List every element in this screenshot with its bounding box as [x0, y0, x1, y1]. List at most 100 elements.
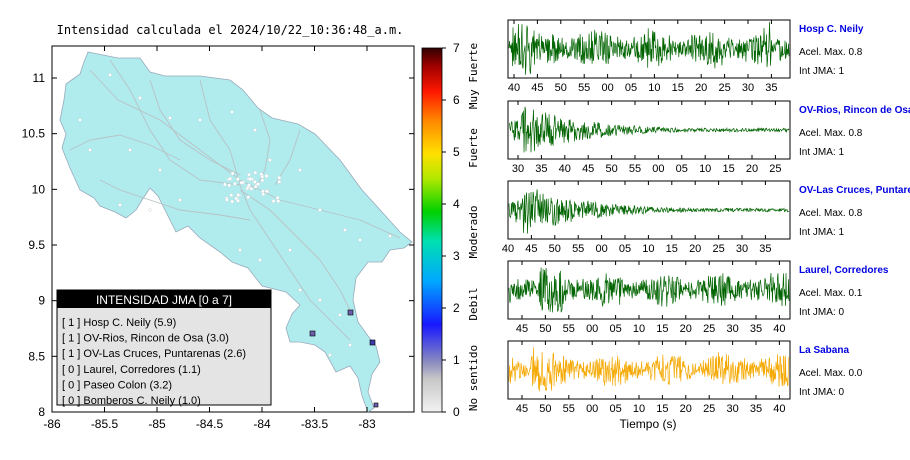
waveform-tick-label: 50	[549, 243, 561, 255]
waveform-tick-label: 25	[703, 403, 715, 415]
waveform-tick-label: 55	[629, 163, 641, 175]
waveform-tick-label: 25	[718, 82, 730, 94]
waveform-trace	[508, 106, 790, 153]
town-dot	[253, 170, 258, 175]
town-dot	[277, 179, 282, 184]
town-dot	[239, 180, 244, 185]
legend-header-bar	[57, 290, 271, 308]
waveform-tick-label: 05	[625, 82, 637, 94]
station-marker-ov-rios	[309, 330, 316, 337]
town-dot	[227, 183, 232, 188]
waveform-tick-label: 00	[595, 243, 607, 255]
town-dot	[348, 343, 352, 347]
town-dot	[198, 118, 202, 122]
map-x-tick-label: -86	[43, 417, 61, 431]
town-dot	[260, 178, 265, 183]
legend-item: [ 0 ] Paseo Colon (3.2)	[62, 379, 172, 391]
town-dot	[247, 183, 251, 188]
station-panel: 45 50 55 00 05 10 15 20 25 30 35 40 Laurel, Corredor…	[507, 260, 889, 335]
town-dot	[260, 174, 265, 179]
town-dot	[247, 172, 251, 177]
map-y-tick-label: 10	[32, 182, 46, 196]
costa-rica-land	[59, 51, 413, 413]
town-dot	[261, 192, 266, 197]
map-x-tick-label: -84.5	[196, 417, 224, 431]
town-dot	[148, 208, 152, 212]
town-dot	[318, 298, 322, 302]
legend-item: [ 1 ] OV-Las Cruces, Puntarenas (2.6)	[62, 348, 246, 360]
town-dot	[108, 73, 112, 77]
waveform-tick-label: 20	[695, 82, 707, 94]
colorbar-tick-label: 0	[453, 405, 460, 419]
town-dot	[264, 174, 269, 178]
town-dot	[236, 193, 241, 197]
station-acel-max: Acel. Max. 0.8	[799, 208, 863, 219]
waveform-tick-label: 15	[656, 323, 668, 335]
waveform-trace	[508, 21, 790, 75]
station-int-jma: Int JMA: 1	[799, 66, 844, 77]
waveform-tick-label: 50	[605, 163, 617, 175]
station-name: Laurel, Corredores	[799, 265, 889, 276]
waveform-tick-label: 45	[516, 403, 528, 415]
town-dot	[253, 184, 258, 189]
waveform-tick-label: 30	[512, 163, 524, 175]
colorbar-label-debil: Debil	[467, 287, 480, 320]
waveform-trace	[508, 267, 790, 313]
town-dot	[318, 208, 322, 212]
legend-header: INTENSIDAD JMA [0 a 7]	[96, 293, 232, 307]
waveform-tick-label: 00	[652, 163, 664, 175]
waveform-tick-label: 25	[712, 243, 724, 255]
town-dot	[248, 177, 253, 182]
station-panel: 40 45 50 55 00 05 10 15 20 25 30 35 OV-Las Cruces, P…	[502, 180, 910, 255]
town-dot	[252, 179, 257, 184]
town-dot	[138, 96, 142, 100]
intensity-legend: INTENSIDAD JMA [0 a 7] [ 1 ] Hosp C. Nei…	[56, 289, 272, 407]
map-x-axis: -86 -85.5 -85 -84.5 -84 -83.5 -83	[43, 46, 376, 431]
town-dot	[271, 199, 276, 204]
station-int-jma: Int JMA: 1	[799, 227, 844, 238]
town-dot	[78, 118, 82, 122]
station-acel-max: Acel. Max. 0.8	[799, 47, 863, 58]
town-dot	[178, 198, 182, 202]
town-dot	[249, 186, 254, 191]
town-dot	[232, 181, 237, 186]
legend-item: [ 0 ] Laurel, Corredores (1.1)	[62, 364, 201, 376]
colorbar-tick-label: 2	[453, 301, 460, 315]
waveform-tick-label: 20	[689, 243, 701, 255]
colorbar-label-muy-fuerte: Muy Fuerte	[467, 43, 480, 109]
map-y-tick-label: 8	[38, 405, 45, 419]
map-y-tick-label: 9.5	[28, 238, 45, 252]
waveform-tick-label: 40	[502, 243, 514, 255]
waveform-tick-label: 45	[531, 82, 543, 94]
map-x-tick-label: -83.5	[301, 417, 329, 431]
station-marker-laurel	[369, 339, 376, 346]
waveform-panels: 40 45 50 55 00 05 10 15 20 25 30 35 Hosp C. Neily Ace…	[502, 19, 910, 415]
waveform-tick-label: 00	[586, 403, 598, 415]
town-dot	[256, 182, 261, 187]
waveform-tick-label: 50	[555, 82, 567, 94]
colorbar-tick-label: 3	[453, 249, 460, 263]
waveform-tick-label: 10	[648, 82, 660, 94]
waveform-tick-label: 05	[609, 323, 621, 335]
waveform-tick-label: 10	[642, 243, 654, 255]
waveform-tick-label: 30	[726, 403, 738, 415]
waveform-tick-label: 45	[516, 323, 528, 335]
town-dot	[236, 198, 240, 203]
map-y-tick-label: 8.5	[28, 349, 45, 363]
town-dot	[222, 182, 227, 187]
station-int-jma: Int JMA: 1	[799, 147, 844, 158]
town-dot	[168, 116, 172, 120]
waveform-tick-label: 40	[773, 403, 785, 415]
legend-box	[56, 289, 272, 406]
waveform-tick-label: 50	[539, 403, 551, 415]
waveform-tick-label: 40	[559, 163, 571, 175]
legend-items: [ 1 ] Hosp C. Neily (5.9) [ 1 ] OV-Rios, …	[62, 317, 246, 407]
legend-item: [ 0 ] Bomberos C. Neily (1.0)	[62, 395, 201, 407]
waveform-tick-label: 30	[736, 243, 748, 255]
waveform-tick-label: 55	[563, 323, 575, 335]
town-dot	[264, 189, 269, 194]
colorbar-label-moderado: Moderado	[467, 206, 480, 259]
town-dot	[228, 176, 233, 181]
waveform-tick-label: 45	[582, 163, 594, 175]
x-axis-label: Tiempo (s)	[620, 417, 677, 431]
